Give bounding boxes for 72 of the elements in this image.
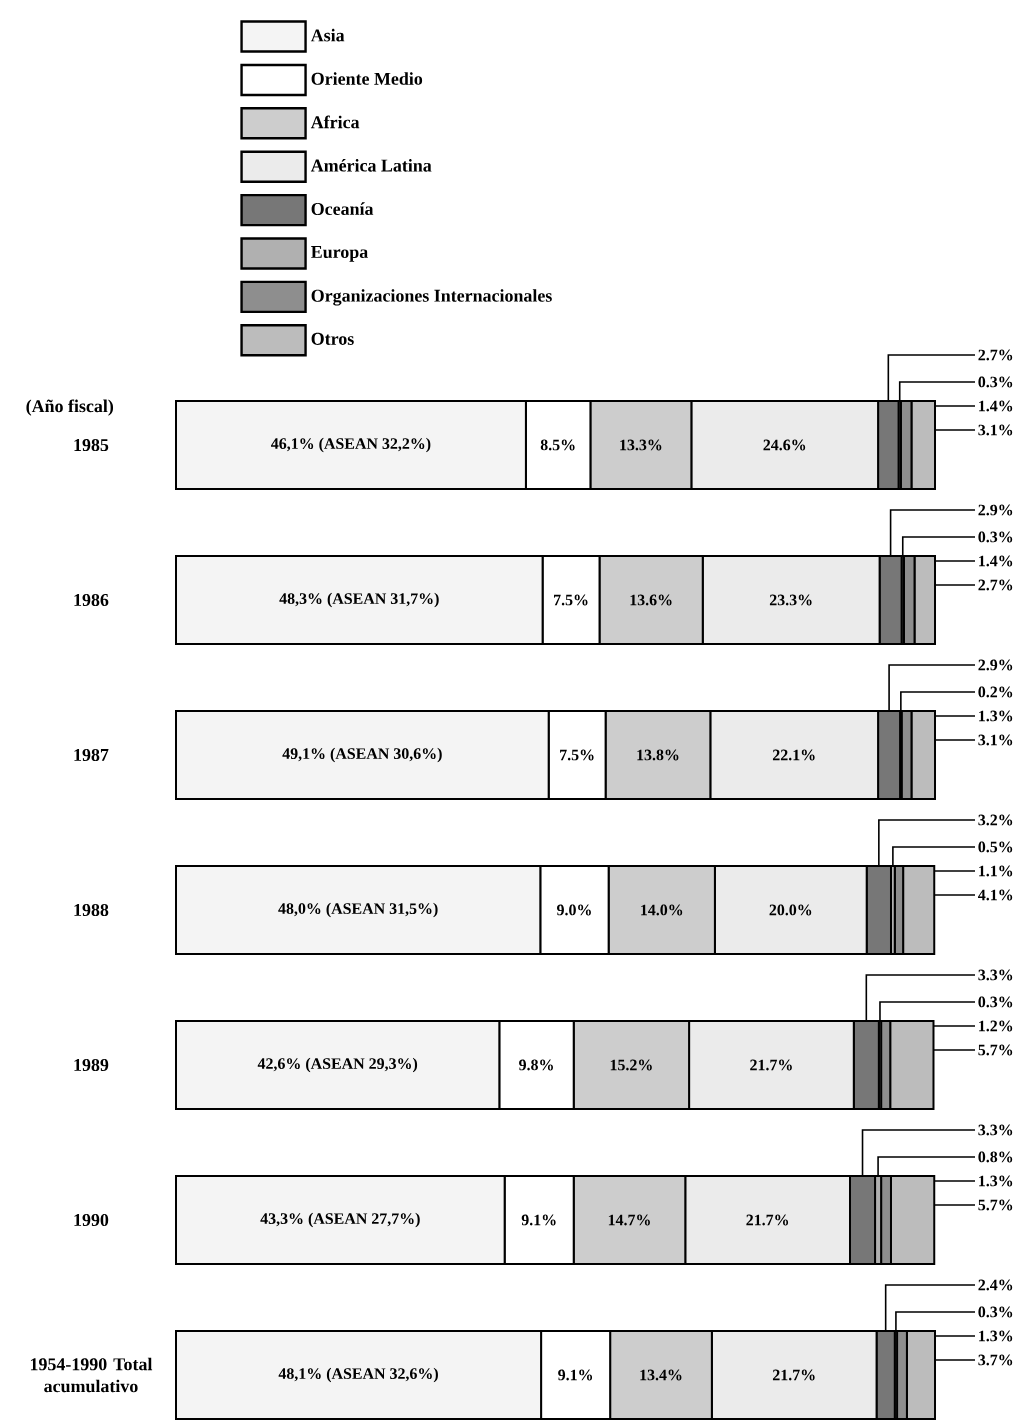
data-label: 43,3% (ASEAN 27,7%) bbox=[260, 1212, 420, 1228]
data-label: 13.8% bbox=[637, 749, 679, 761]
legend-label: Organizaciones Internacionales bbox=[311, 289, 552, 306]
data-label: 3.3% bbox=[978, 969, 1013, 981]
data-label: 9.8% bbox=[519, 1059, 553, 1071]
data-label: 3.7% bbox=[978, 1354, 1013, 1366]
data-label: 3.3% bbox=[978, 1124, 1013, 1136]
data-label: 2.7% bbox=[978, 349, 1013, 361]
data-label: 2.9% bbox=[978, 659, 1013, 671]
data-label: 3.2% bbox=[978, 814, 1013, 826]
y-tick-label: 1954-1990 Total acumulativo bbox=[30, 1357, 153, 1393]
data-label: 2.7% bbox=[978, 579, 1013, 591]
data-label: 22.1% bbox=[772, 749, 815, 761]
data-label: 0.2% bbox=[978, 686, 1013, 698]
data-label: 0.3% bbox=[978, 996, 1013, 1008]
legend-label: Europa bbox=[311, 246, 368, 262]
data-label: 9.0% bbox=[556, 904, 591, 916]
data-label: 21.7% bbox=[746, 1214, 789, 1226]
data-label: 5.7% bbox=[978, 1199, 1013, 1211]
data-label: 7.5% bbox=[560, 749, 594, 761]
data-label: 48,0% (ASEAN 31,5%) bbox=[278, 902, 438, 918]
data-label: 1.4% bbox=[979, 555, 1013, 567]
y-tick-label: 1986 bbox=[74, 593, 109, 607]
data-label: 7.5% bbox=[554, 594, 588, 606]
data-label: 42,6% (ASEAN 29,3%) bbox=[257, 1057, 418, 1073]
data-label: 2.4% bbox=[978, 1279, 1013, 1291]
data-label: 14.0% bbox=[641, 904, 683, 916]
data-label: 1.1% bbox=[979, 865, 1013, 877]
legend-label: América Latina bbox=[310, 158, 432, 172]
data-label: 0.3% bbox=[978, 376, 1013, 388]
y-axis-title: (Año fiscal) bbox=[26, 399, 114, 416]
data-label: 13.3% bbox=[620, 439, 662, 451]
y-tick-label: 1988 bbox=[74, 903, 109, 917]
data-label: 1.4% bbox=[979, 400, 1013, 412]
data-label: 5.7% bbox=[978, 1044, 1013, 1056]
data-label: 3.1% bbox=[978, 424, 1013, 436]
data-label: 4.1% bbox=[978, 889, 1013, 901]
data-label: 1.3% bbox=[979, 1330, 1013, 1342]
data-label: 1.3% bbox=[979, 710, 1013, 722]
data-label: 49,1% (ASEAN 30,6%) bbox=[282, 747, 442, 763]
data-label: 13.6% bbox=[630, 594, 672, 606]
data-label: 15.2% bbox=[610, 1059, 652, 1071]
y-tick-label: 1990 bbox=[74, 1213, 109, 1227]
data-label: 21.7% bbox=[750, 1059, 792, 1071]
data-label: 48,3% (ASEAN 31,7%) bbox=[279, 592, 439, 608]
data-label: 0.5% bbox=[978, 841, 1013, 853]
legend-label: Africa bbox=[310, 115, 360, 129]
y-tick-label: 1989 bbox=[74, 1058, 109, 1072]
legend-label: Oriente Medio bbox=[311, 72, 423, 85]
data-label: 0.3% bbox=[978, 531, 1013, 543]
data-label: 21.7% bbox=[772, 1369, 815, 1381]
legend-label: Oceanía bbox=[311, 202, 374, 216]
data-label: 46,1% (ASEAN 32,2%) bbox=[271, 437, 431, 453]
data-label: 1.3% bbox=[979, 1175, 1013, 1187]
data-label: 1.2% bbox=[979, 1020, 1013, 1032]
data-label: 14.7% bbox=[608, 1214, 650, 1226]
data-label: 48,1% (ASEAN 32,6%) bbox=[278, 1367, 438, 1383]
data-label: 0.8% bbox=[978, 1151, 1013, 1163]
data-label: 3.1% bbox=[978, 734, 1013, 746]
data-label: 8.5% bbox=[540, 439, 575, 451]
y-tick-label: 1987 bbox=[74, 748, 109, 762]
data-label: 24.6% bbox=[763, 439, 806, 451]
data-label: 2.9% bbox=[978, 504, 1013, 516]
data-label: 0.3% bbox=[978, 1306, 1013, 1318]
legend-label: Otros bbox=[311, 332, 354, 345]
y-tick-label: 1985 bbox=[74, 438, 109, 452]
data-label: 23.3% bbox=[769, 594, 812, 606]
data-label: 20.0% bbox=[769, 904, 812, 916]
data-label: 9.1% bbox=[558, 1369, 593, 1381]
data-label: 13.4% bbox=[640, 1369, 682, 1381]
legend-label: Asia bbox=[310, 28, 345, 42]
data-label: 9.1% bbox=[521, 1214, 556, 1226]
